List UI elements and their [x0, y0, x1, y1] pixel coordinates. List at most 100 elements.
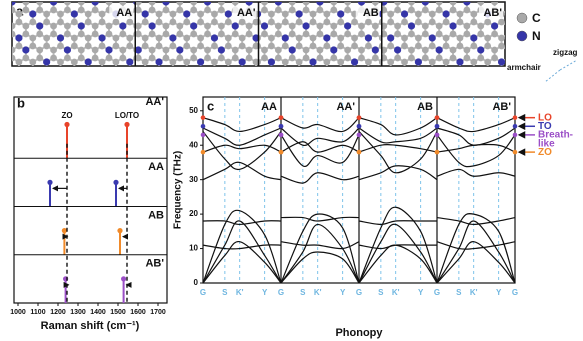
phonon-band	[437, 118, 515, 132]
bond	[361, 70, 368, 74]
c-atom	[296, 43, 303, 50]
c-atom	[401, 19, 408, 26]
c-atom	[372, 31, 379, 38]
n-atom	[330, 46, 337, 53]
c-atom	[317, 79, 324, 86]
phonon-band	[281, 118, 359, 132]
structure-label: AA	[116, 7, 132, 19]
n-atom	[470, 34, 477, 41]
bond	[370, 70, 377, 74]
mode-point	[435, 115, 440, 120]
c-atom	[296, 19, 303, 26]
c-atom	[498, 19, 505, 26]
c-atom	[337, 19, 344, 26]
c-atom	[149, 47, 156, 54]
n-atom	[29, 10, 36, 17]
c-atom	[310, 35, 317, 42]
c-atom	[387, 43, 394, 50]
c-atom	[260, 79, 267, 86]
c-atom	[156, 11, 163, 18]
c-atom	[149, 31, 156, 38]
c-atom	[218, 31, 225, 38]
c-atom	[401, 59, 408, 66]
kpoint-label: S	[222, 288, 228, 297]
c-atom	[358, 23, 365, 30]
c-atom	[436, 79, 443, 86]
phonon-band	[359, 131, 437, 172]
c-atom	[113, 19, 120, 26]
c-atom	[450, 79, 457, 86]
mode-point	[435, 124, 440, 129]
phonon-band	[203, 118, 281, 132]
c-atom	[505, 47, 512, 54]
c-atom	[119, 79, 126, 86]
c-atom	[477, 23, 484, 30]
c-atom	[512, 43, 519, 50]
bond	[60, 70, 67, 74]
c-atom	[85, 11, 92, 18]
n-atom	[436, 46, 443, 53]
bond	[474, 70, 481, 74]
c-atom	[22, 55, 29, 62]
bond	[0, 46, 5, 50]
c-atom	[358, 79, 365, 86]
bond	[405, 70, 412, 74]
kpoint-label: K'	[470, 288, 478, 297]
c-atom	[50, 23, 57, 30]
c-atom	[16, 11, 23, 18]
bond	[47, 70, 54, 74]
c-atom	[183, 43, 190, 50]
c-atom	[225, 59, 232, 66]
n-atom	[155, 58, 162, 65]
c-atom	[149, 79, 156, 86]
mode-point	[201, 124, 206, 129]
c-atom	[330, 31, 337, 38]
segment-label: AB	[417, 101, 433, 113]
direction-label: zigzag	[553, 48, 578, 57]
bond	[208, 70, 215, 74]
y-tick-label: 30	[189, 175, 198, 184]
c-atom	[163, 31, 170, 38]
figure: a zigzag armchair AAAA'ABAB'CNb100011001…	[0, 0, 583, 341]
c-atom	[415, 19, 422, 26]
c-atom	[43, 67, 50, 74]
y-tick-label: 40	[189, 140, 198, 149]
bond	[0, 34, 5, 38]
kpoint-label: K'	[236, 288, 244, 297]
c-atom	[57, 19, 64, 26]
c-atom	[386, 71, 393, 78]
bond	[495, 70, 502, 74]
c-atom	[163, 23, 170, 30]
c-atom	[443, 35, 450, 42]
peak-marker	[64, 122, 69, 127]
segment-label: AA	[261, 101, 277, 113]
c-atom	[85, 67, 92, 74]
c-atom	[310, 19, 317, 26]
bond	[19, 70, 26, 74]
c-atom	[64, 31, 71, 38]
n-atom	[246, 70, 253, 77]
c-atom	[204, 7, 211, 14]
c-atom	[119, 71, 126, 78]
bond	[67, 70, 74, 74]
x-tick-label: 1700	[150, 309, 166, 316]
c-atom	[197, 11, 204, 18]
c-atom	[176, 31, 183, 38]
c-atom	[261, 47, 268, 54]
c-atom	[330, 55, 337, 62]
peak-marker	[124, 122, 129, 127]
legend-label: N	[532, 29, 541, 43]
n-atom	[43, 58, 50, 65]
c-atom	[57, 67, 64, 74]
c-atom	[443, 43, 450, 50]
bond	[446, 70, 453, 74]
c-atom	[358, 31, 365, 38]
peak-label: LO/TO	[115, 111, 139, 120]
bond	[228, 70, 235, 74]
n-atom	[282, 34, 289, 41]
peak-marker	[47, 180, 52, 185]
c-atom	[239, 19, 246, 26]
c-atom	[394, 55, 401, 62]
x-axis-label: Phonopy	[335, 327, 383, 339]
y-tick-label: 0	[194, 278, 199, 287]
